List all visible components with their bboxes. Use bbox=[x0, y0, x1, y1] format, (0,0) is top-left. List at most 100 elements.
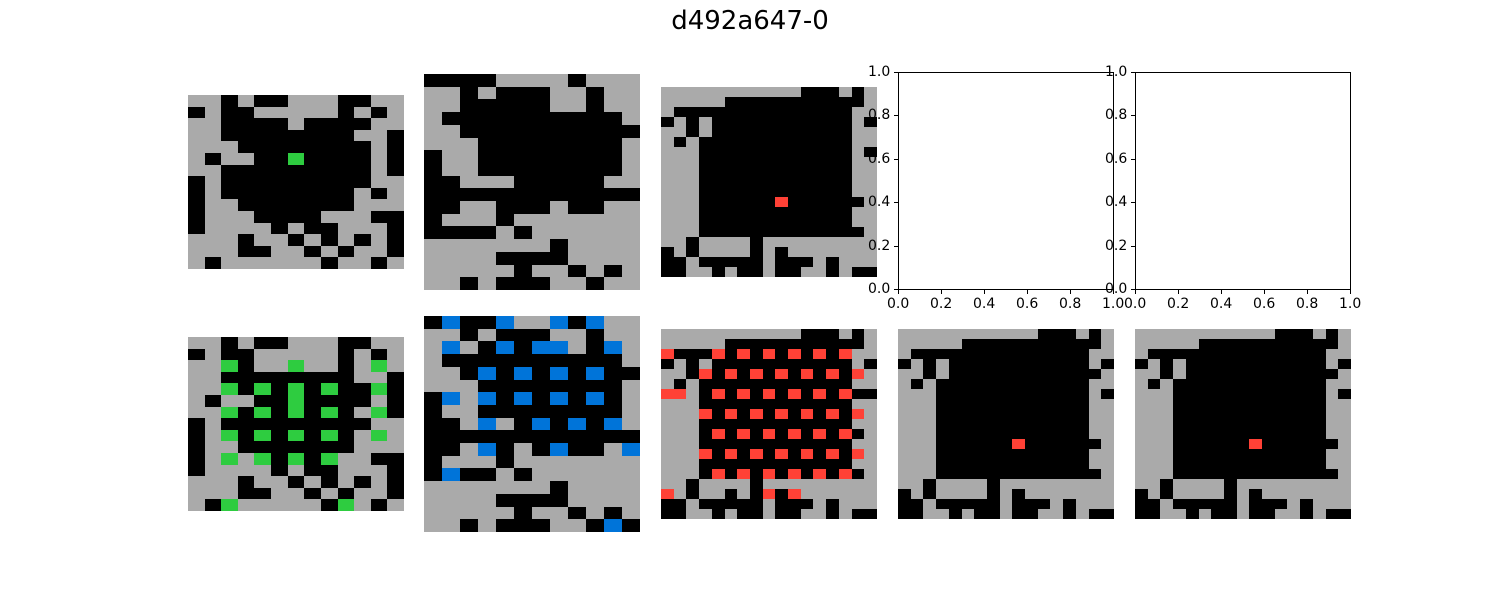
grid-cell bbox=[221, 118, 238, 130]
grid-cell bbox=[237, 187, 255, 200]
grid-cell bbox=[604, 379, 622, 393]
grid-cell bbox=[999, 389, 1013, 399]
grid-cell bbox=[1274, 489, 1288, 499]
grid-cell bbox=[851, 257, 865, 267]
grid-cell bbox=[686, 409, 700, 419]
grid-cell bbox=[711, 107, 725, 117]
grid-cell bbox=[661, 459, 674, 469]
grid-cell bbox=[1147, 489, 1161, 499]
grid-cell bbox=[961, 509, 975, 519]
grid-cell bbox=[838, 237, 852, 247]
grid-cell bbox=[699, 419, 712, 429]
grid-cell bbox=[699, 267, 712, 277]
grid-cell bbox=[898, 469, 911, 479]
y-tick-mark bbox=[1131, 72, 1135, 73]
grid-cell bbox=[813, 117, 827, 127]
grid-cell bbox=[724, 197, 738, 207]
grid-cell bbox=[838, 409, 852, 419]
grid-cell bbox=[923, 439, 937, 449]
grid-cell bbox=[532, 493, 550, 507]
x-tick-mark bbox=[898, 290, 899, 294]
grid-cell bbox=[1135, 449, 1148, 459]
grid-cell bbox=[711, 257, 725, 267]
grid-cell bbox=[586, 430, 604, 444]
grid-cell bbox=[496, 481, 514, 494]
grid-cell bbox=[1236, 429, 1250, 439]
grid-cell bbox=[271, 453, 288, 465]
grid-cell bbox=[923, 419, 937, 429]
grid-cell bbox=[254, 476, 272, 488]
grid-cell bbox=[442, 519, 460, 532]
grid-cell bbox=[775, 489, 789, 499]
grid-cell bbox=[460, 99, 478, 113]
grid-cell bbox=[813, 157, 827, 167]
grid-cell bbox=[737, 459, 750, 469]
grid-cell bbox=[550, 201, 568, 214]
grid-cell bbox=[986, 379, 1000, 389]
grid-cell bbox=[686, 217, 700, 227]
grid-cell bbox=[1236, 349, 1250, 359]
grid-cell bbox=[1135, 469, 1148, 479]
grid-cell bbox=[550, 213, 568, 227]
grid-cell bbox=[1262, 369, 1275, 379]
grid-cell bbox=[586, 506, 604, 520]
grid-cell bbox=[271, 176, 288, 188]
grid-cell bbox=[1012, 479, 1026, 489]
grid-cell bbox=[254, 499, 272, 511]
grid-cell bbox=[686, 127, 700, 137]
grid-cell bbox=[1088, 389, 1102, 399]
grid-cell bbox=[826, 97, 839, 107]
grid-cell bbox=[775, 499, 789, 509]
grid-cell bbox=[1185, 479, 1199, 489]
grid-cell bbox=[337, 118, 355, 130]
grid-cell bbox=[762, 329, 776, 339]
grid-cell bbox=[604, 481, 622, 494]
grid-cell bbox=[337, 187, 355, 200]
grid-cell bbox=[337, 129, 355, 142]
grid-cell bbox=[762, 257, 776, 267]
grid-cell bbox=[460, 481, 478, 494]
grid-cell bbox=[788, 439, 801, 449]
grid-cell bbox=[478, 99, 496, 113]
grid-cell bbox=[661, 499, 674, 509]
grid-cell bbox=[826, 439, 839, 449]
grid-cell bbox=[1185, 379, 1199, 389]
grid-cell bbox=[1236, 369, 1250, 379]
grid-cell bbox=[354, 453, 371, 465]
grid-cell bbox=[1173, 409, 1186, 419]
grid-cell bbox=[1135, 479, 1148, 489]
grid-cell bbox=[1198, 389, 1212, 399]
grid-cell bbox=[532, 188, 550, 202]
grid-cell bbox=[442, 112, 460, 125]
grid-cell bbox=[622, 468, 640, 482]
grid-cell bbox=[851, 217, 865, 227]
grid-cell bbox=[788, 389, 801, 399]
grid-cell bbox=[838, 359, 852, 369]
grid-cell bbox=[354, 187, 371, 200]
grid-cell bbox=[1274, 379, 1288, 389]
grid-cell bbox=[800, 379, 814, 389]
grid-cell bbox=[699, 237, 712, 247]
grid-cell bbox=[686, 449, 700, 459]
grid-cell bbox=[287, 464, 305, 477]
grid-cell bbox=[864, 419, 877, 429]
grid-cell bbox=[775, 409, 789, 419]
grid-cell bbox=[826, 207, 839, 217]
grid-cell bbox=[460, 112, 478, 125]
grid-cell bbox=[337, 164, 355, 177]
grid-cell bbox=[1075, 359, 1089, 369]
grid-cell bbox=[622, 137, 640, 151]
grid-cell bbox=[271, 245, 288, 258]
grid-cell bbox=[1185, 439, 1199, 449]
grid-cell bbox=[851, 389, 865, 399]
grid-cell bbox=[442, 226, 460, 240]
grid-cell bbox=[864, 429, 877, 439]
grid-cell bbox=[699, 187, 712, 197]
grid-cell bbox=[1312, 419, 1326, 429]
grid-cell bbox=[711, 459, 725, 469]
grid-cell bbox=[1088, 459, 1102, 469]
grid-cell bbox=[898, 429, 911, 439]
grid-cell bbox=[749, 227, 763, 237]
grid-cell bbox=[1274, 439, 1288, 449]
grid-cell bbox=[496, 519, 514, 532]
